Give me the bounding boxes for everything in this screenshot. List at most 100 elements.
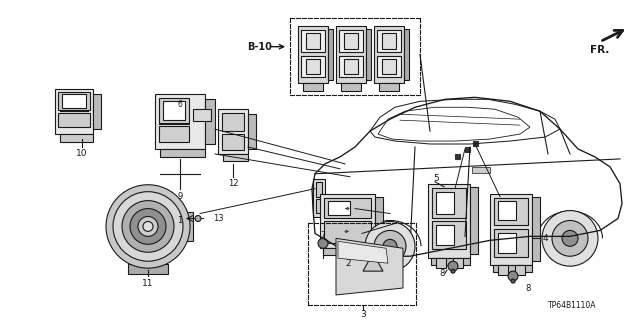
Bar xyxy=(323,248,375,255)
Bar xyxy=(205,99,215,144)
Circle shape xyxy=(374,230,406,262)
Text: 10: 10 xyxy=(76,149,88,158)
Text: 6: 6 xyxy=(177,100,182,109)
Bar xyxy=(432,188,466,218)
Bar xyxy=(436,258,446,268)
Bar xyxy=(301,30,325,52)
Circle shape xyxy=(448,261,458,271)
Text: 13: 13 xyxy=(212,214,223,223)
Bar xyxy=(306,59,320,75)
Circle shape xyxy=(365,221,415,271)
Bar xyxy=(155,94,205,149)
Bar xyxy=(58,92,90,110)
Bar xyxy=(328,201,350,214)
Bar xyxy=(432,221,466,249)
Circle shape xyxy=(113,192,183,261)
Bar xyxy=(193,109,211,121)
Circle shape xyxy=(562,230,578,246)
Bar xyxy=(493,265,532,272)
Text: 12: 12 xyxy=(228,179,238,188)
Bar xyxy=(55,89,93,134)
Bar xyxy=(498,233,516,253)
Bar xyxy=(316,199,322,212)
Bar xyxy=(222,113,244,131)
Bar xyxy=(382,59,396,75)
Text: 2: 2 xyxy=(345,259,351,268)
Text: 3: 3 xyxy=(360,310,366,319)
Circle shape xyxy=(508,271,518,281)
Bar xyxy=(303,84,323,92)
Bar xyxy=(324,221,371,243)
Bar xyxy=(344,59,358,75)
Text: 1: 1 xyxy=(177,216,182,225)
Bar xyxy=(374,26,404,84)
Bar xyxy=(60,134,93,142)
Text: 8: 8 xyxy=(525,284,531,292)
Bar xyxy=(341,84,361,92)
Bar xyxy=(494,229,528,257)
Bar xyxy=(58,113,90,127)
Text: FR.: FR. xyxy=(590,45,610,55)
Polygon shape xyxy=(336,238,403,295)
Bar xyxy=(498,201,516,220)
Text: 9: 9 xyxy=(177,192,182,201)
Bar xyxy=(473,141,478,146)
Bar xyxy=(301,56,325,77)
Bar xyxy=(62,94,86,108)
Circle shape xyxy=(451,269,455,273)
Text: 4: 4 xyxy=(543,234,548,243)
Bar xyxy=(498,265,508,275)
Bar xyxy=(248,114,256,149)
Bar xyxy=(163,101,185,120)
Circle shape xyxy=(106,185,190,268)
Bar xyxy=(298,26,328,84)
Bar xyxy=(223,154,248,161)
Bar xyxy=(218,109,248,154)
Bar xyxy=(515,265,525,275)
Bar xyxy=(470,187,478,254)
Polygon shape xyxy=(363,253,383,271)
Bar xyxy=(453,258,463,268)
Text: 11: 11 xyxy=(142,278,154,288)
Bar xyxy=(306,33,320,49)
Bar xyxy=(159,98,189,123)
Circle shape xyxy=(130,209,166,244)
Bar xyxy=(320,194,375,248)
Bar xyxy=(404,29,409,80)
Bar xyxy=(222,134,244,150)
Bar xyxy=(465,147,470,152)
Bar xyxy=(93,94,101,129)
Bar xyxy=(428,184,470,258)
Bar xyxy=(159,126,189,142)
Bar xyxy=(324,198,371,218)
Bar xyxy=(379,84,399,92)
Bar xyxy=(128,264,168,274)
Bar xyxy=(313,179,325,217)
Bar xyxy=(472,167,490,173)
Circle shape xyxy=(511,279,515,283)
Text: 7: 7 xyxy=(320,231,325,240)
Bar xyxy=(490,194,532,265)
Bar xyxy=(436,226,454,245)
Bar xyxy=(494,198,528,226)
Circle shape xyxy=(383,239,397,253)
Bar xyxy=(382,33,396,49)
Bar xyxy=(455,154,460,159)
Polygon shape xyxy=(338,241,388,263)
Bar xyxy=(336,26,366,84)
Text: 5: 5 xyxy=(433,174,439,183)
Bar xyxy=(339,30,363,52)
Bar xyxy=(160,149,205,157)
Bar xyxy=(377,30,401,52)
Bar xyxy=(366,29,371,80)
Bar xyxy=(316,182,322,197)
Circle shape xyxy=(318,238,328,248)
Bar xyxy=(436,192,454,213)
Circle shape xyxy=(195,215,201,221)
Bar xyxy=(431,258,470,265)
Bar xyxy=(532,197,540,261)
Text: 8: 8 xyxy=(440,268,445,278)
Bar xyxy=(344,33,358,49)
Circle shape xyxy=(138,217,158,236)
Circle shape xyxy=(542,211,598,266)
